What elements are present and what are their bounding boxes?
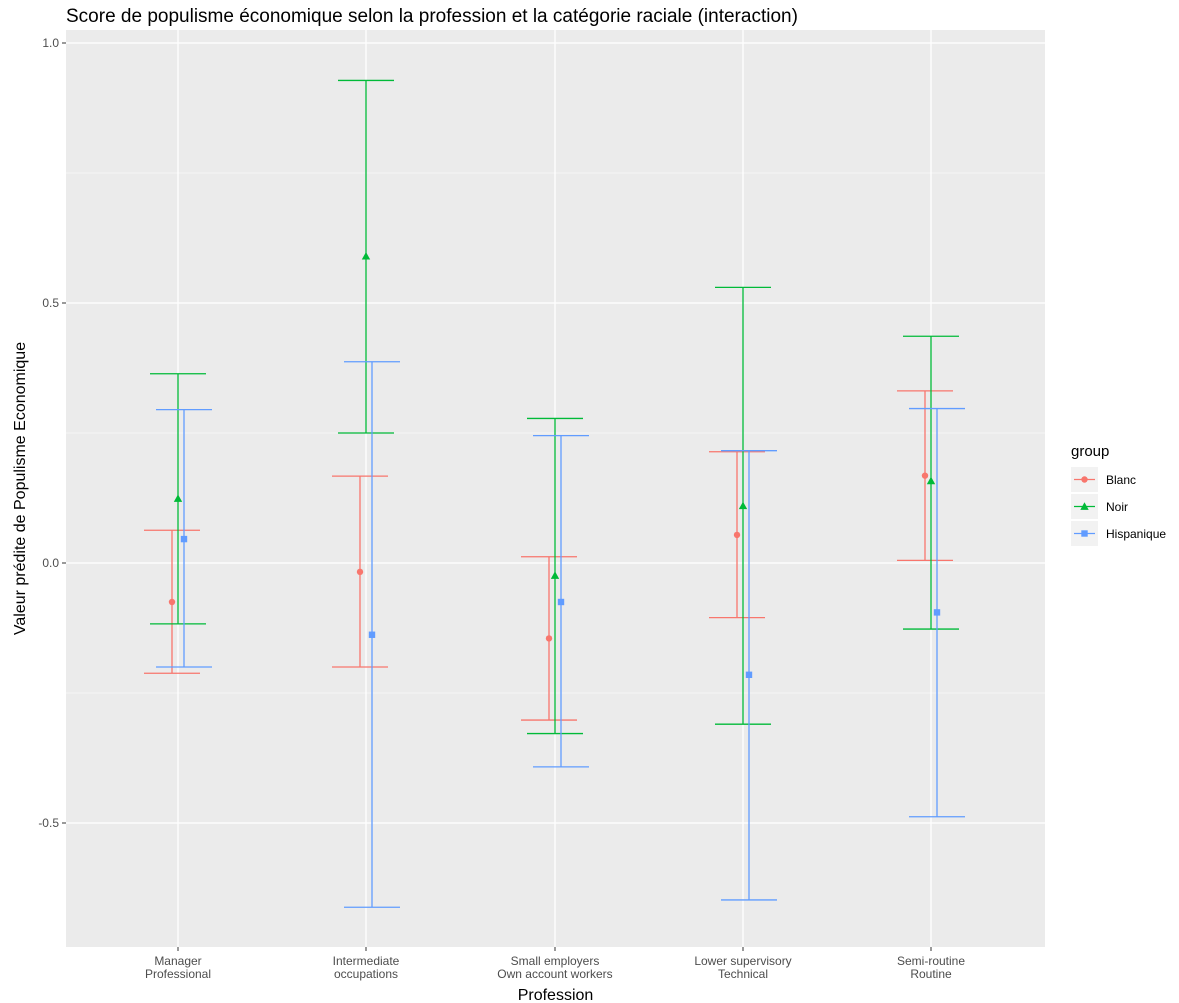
y-axis-title: Valeur prédite de Populisme Economique	[12, 342, 29, 635]
legend-key-marker-noir	[1080, 502, 1089, 510]
point-noir	[926, 476, 936, 485]
point-noir	[550, 571, 560, 579]
x-tick-label: occupations	[334, 967, 398, 981]
legend-label-blanc: Blanc	[1106, 473, 1136, 487]
point-blanc	[921, 472, 929, 479]
x-tick-label: Lower supervisory	[694, 954, 791, 968]
x-tick-label: Small employers	[511, 954, 600, 968]
legend-label-noir: Noir	[1106, 500, 1128, 514]
y-tick-label: 0.5	[42, 296, 59, 310]
legend-key-marker-blanc	[1081, 476, 1088, 483]
y-tick-label: 0.0	[42, 556, 59, 570]
point-hispanique	[745, 671, 753, 678]
point-blanc	[733, 531, 741, 539]
x-tick-label: Own account workers	[497, 967, 612, 981]
x-tick-label: Routine	[910, 967, 952, 981]
point-blanc	[545, 635, 553, 642]
point-hispanique	[180, 535, 188, 543]
point-noir	[361, 252, 371, 260]
x-tick-label: Intermediate	[333, 954, 400, 968]
point-hispanique	[557, 598, 565, 606]
point-blanc	[168, 598, 176, 606]
x-tick-label: Technical	[718, 967, 768, 981]
legend-title: group	[1071, 443, 1109, 460]
x-axis-title: Profession	[518, 987, 594, 1003]
point-hispanique	[933, 609, 941, 616]
chart-title: Score de populisme économique selon la p…	[66, 6, 798, 27]
x-tick-label: Manager	[154, 954, 201, 968]
point-noir	[173, 494, 183, 502]
x-tick-label: Professional	[145, 967, 211, 981]
y-tick-label: -0.5	[38, 816, 59, 830]
point-blanc	[356, 568, 364, 576]
y-tick-label: 1.0	[42, 36, 59, 50]
legend-label-hispanique: Hispanique	[1106, 527, 1166, 541]
point-hispanique	[368, 631, 376, 638]
legend-key-marker-hispanique	[1081, 530, 1088, 537]
point-noir	[738, 501, 748, 510]
x-tick-label: Semi-routine	[897, 954, 965, 968]
